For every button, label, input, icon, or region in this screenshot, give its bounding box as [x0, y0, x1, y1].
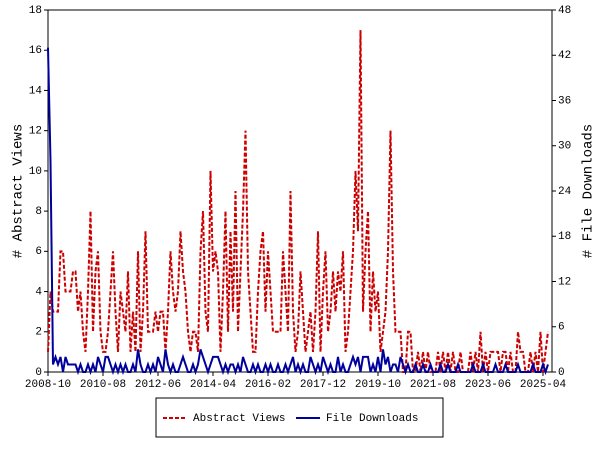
x-tick-label: 2019-10 [355, 379, 401, 391]
y2-tick-label: 36 [558, 95, 571, 107]
y-tick-label: 14 [29, 85, 43, 97]
y2-tick-label: 6 [558, 322, 565, 334]
y-tick-label: 10 [29, 166, 42, 178]
x-tick-label: 2010-08 [80, 379, 126, 391]
legend-label: Abstract Views [193, 413, 285, 425]
y-axis-label: # Abstract Views [11, 124, 27, 258]
legend-box [155, 397, 444, 438]
y-tick-label: 12 [29, 126, 42, 138]
y2-tick-label: 42 [558, 50, 571, 62]
series-line [47, 30, 549, 373]
y-tick-label: 4 [35, 286, 42, 298]
y-tick-label: 16 [29, 45, 42, 57]
x-tick-label: 2016-02 [245, 379, 291, 391]
y2-axis-label: # File Downloads [581, 124, 597, 258]
x-tick-label: 2008-10 [25, 379, 71, 391]
y2-tick-label: 12 [558, 276, 571, 288]
x-tick-label: 2021-08 [410, 379, 456, 391]
y-tick-label: 2 [35, 327, 42, 339]
y-tick-label: 6 [35, 246, 42, 258]
y-tick-label: 18 [29, 5, 42, 17]
y2-tick-label: 48 [558, 5, 571, 17]
series-line [47, 47, 549, 376]
y2-tick-label: 18 [558, 231, 571, 243]
y2-tick-label: 24 [558, 186, 572, 198]
x-tick-label: 2017-12 [300, 379, 346, 391]
y-tick-label: 8 [35, 206, 42, 218]
y-tick-label: 0 [35, 367, 42, 379]
x-tick-label: 2014-04 [190, 379, 237, 391]
y2-tick-label: 0 [558, 367, 565, 379]
y2-tick-label: 30 [558, 141, 571, 153]
legend-label: File Downloads [326, 413, 418, 425]
x-tick-label: 2012-06 [135, 379, 181, 391]
x-tick-label: 2023-06 [465, 379, 511, 391]
x-tick-label: 2025-04 [520, 379, 567, 391]
